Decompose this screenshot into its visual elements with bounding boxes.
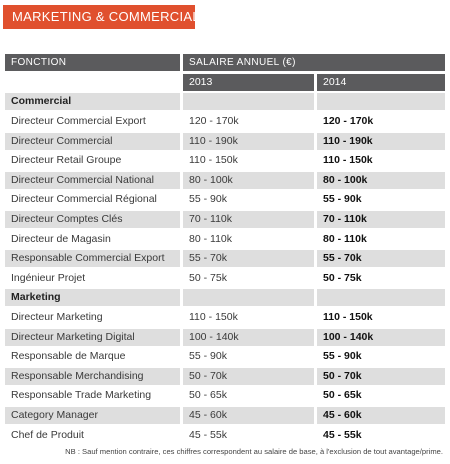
cell-2014: 55 - 90k <box>317 348 445 366</box>
cell-2013: 110 - 150k <box>183 152 314 170</box>
cell-2014: 80 - 100k <box>317 171 445 189</box>
section-title: Commercial <box>5 93 180 111</box>
table-row: Directeur Commercial 110 - 190k 110 - 190k <box>5 131 445 151</box>
table-row: Chef de Produit 45 - 55k 45 - 55k <box>5 425 445 445</box>
table-row: Directeur Commercial National 80 - 100k 80… <box>5 171 445 191</box>
cell-2013: 50 - 75k <box>183 269 314 287</box>
table-year-row: 2013 2014 <box>5 73 445 93</box>
cell-2013: 120 - 170k <box>183 113 314 131</box>
cell-fonction: Directeur Marketing <box>5 309 180 327</box>
cell-fonction: Responsable Commercial Export <box>5 250 180 268</box>
cell-fonction: Chef de Produit <box>5 426 180 444</box>
cell-2014: 55 - 70k <box>317 250 445 268</box>
cell-fonction: Ingénieur Projet <box>5 269 180 287</box>
table-row: Directeur Commercial Régional 55 - 90k 55 … <box>5 190 445 210</box>
cell-fonction: Responsable de Marque <box>5 348 180 366</box>
table-row: Directeur Commercial Export 120 - 170k 120… <box>5 112 445 132</box>
table-body: Commercial Directeur Commercial Export 120… <box>5 92 445 445</box>
cell-2013: 110 - 190k <box>183 132 314 150</box>
section-banner: MARKETING & COMMERCIAL <box>3 5 200 29</box>
cell-fonction: Responsable Trade Marketing <box>5 387 180 405</box>
cell-2013: 45 - 55k <box>183 426 314 444</box>
cell-fonction: Directeur Commercial Régional <box>5 191 180 209</box>
cell-2014: 50 - 70k <box>317 367 445 385</box>
cell-2014: 110 - 190k <box>317 132 445 150</box>
table-row: Responsable Commercial Export 55 - 70k 55 … <box>5 249 445 269</box>
table-row: Responsable Trade Marketing 50 - 65k 50 - … <box>5 386 445 406</box>
cell-2014: 100 - 140k <box>317 328 445 346</box>
table-row: Directeur Retail Groupe 110 - 150k 110 - 1… <box>5 151 445 171</box>
cell-2013: 50 - 70k <box>183 367 314 385</box>
table-row: Category Manager 45 - 60k 45 - 60k <box>5 406 445 426</box>
cell-2014: 110 - 150k <box>317 309 445 327</box>
cell-fonction: Responsable Merchandising <box>5 367 180 385</box>
table-header-row: FONCTION SALAIRE ANNUEL (€) <box>5 53 445 73</box>
cell-2013: 45 - 60k <box>183 406 314 424</box>
header-salaire: SALAIRE ANNUEL (€) <box>183 54 445 72</box>
header-fonction: FONCTION <box>5 54 180 72</box>
section-empty-2013 <box>183 93 314 111</box>
cell-2014: 110 - 150k <box>317 152 445 170</box>
footnote: NB : Sauf mention contraire, ces chiffre… <box>65 447 443 456</box>
cell-2013: 55 - 90k <box>183 348 314 366</box>
cell-fonction: Directeur Comptes Clés <box>5 211 180 229</box>
cell-2014: 120 - 170k <box>317 113 445 131</box>
cell-2013: 80 - 110k <box>183 230 314 248</box>
cell-2014: 50 - 65k <box>317 387 445 405</box>
section-empty-2014 <box>317 289 445 307</box>
cell-2014: 45 - 55k <box>317 426 445 444</box>
cell-2013: 80 - 100k <box>183 171 314 189</box>
cell-fonction: Directeur Retail Groupe <box>5 152 180 170</box>
section-row: Commercial <box>5 92 445 112</box>
cell-2014: 50 - 75k <box>317 269 445 287</box>
section-empty-2013 <box>183 289 314 307</box>
section-row: Marketing <box>5 288 445 308</box>
salary-table: FONCTION SALAIRE ANNUEL (€) 2013 2014 Co… <box>5 53 445 445</box>
cell-fonction: Directeur Commercial <box>5 132 180 150</box>
table-row: Directeur de Magasin 80 - 110k 80 - 110k <box>5 229 445 249</box>
cell-2013: 55 - 70k <box>183 250 314 268</box>
header-empty <box>5 73 180 91</box>
cell-fonction: Directeur de Magasin <box>5 230 180 248</box>
table-row: Responsable Merchandising 50 - 70k 50 - 70… <box>5 367 445 387</box>
cell-2013: 70 - 110k <box>183 211 314 229</box>
cell-2013: 100 - 140k <box>183 328 314 346</box>
cell-2014: 55 - 90k <box>317 191 445 209</box>
table-row: Directeur Comptes Clés 70 - 110k 70 - 110k <box>5 210 445 230</box>
table-row: Directeur Marketing 110 - 150k 110 - 150k <box>5 308 445 328</box>
section-title: Marketing <box>5 289 180 307</box>
table-row: Responsable de Marque 55 - 90k 55 - 90k <box>5 347 445 367</box>
cell-2013: 55 - 90k <box>183 191 314 209</box>
cell-fonction: Category Manager <box>5 406 180 424</box>
table-row: Ingénieur Projet 50 - 75k 50 - 75k <box>5 269 445 289</box>
cell-fonction: Directeur Commercial Export <box>5 113 180 131</box>
cell-fonction: Directeur Commercial National <box>5 171 180 189</box>
table-row: Directeur Marketing Digital 100 - 140k 100… <box>5 327 445 347</box>
cell-2013: 50 - 65k <box>183 387 314 405</box>
cell-2013: 110 - 150k <box>183 309 314 327</box>
cell-fonction: Directeur Marketing Digital <box>5 328 180 346</box>
cell-2014: 70 - 110k <box>317 211 445 229</box>
section-empty-2014 <box>317 93 445 111</box>
header-year-2013: 2013 <box>183 73 314 91</box>
cell-2014: 45 - 60k <box>317 406 445 424</box>
cell-2014: 80 - 110k <box>317 230 445 248</box>
header-year-2014: 2014 <box>317 73 445 91</box>
